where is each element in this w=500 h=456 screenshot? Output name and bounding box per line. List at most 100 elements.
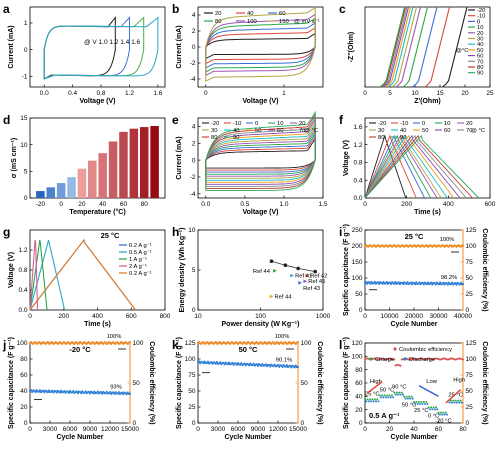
cap-point (88, 392, 92, 395)
charge-point (454, 399, 457, 402)
ce-point (399, 364, 402, 367)
nyquist-curve-60 (383, 6, 410, 88)
y-tick-label: 0.0 (18, 307, 27, 314)
arrow-label-low: Low (426, 379, 437, 385)
legend-label: 20 (466, 121, 472, 127)
cap-point (34, 390, 37, 394)
cv-curve-40 (205, 26, 316, 65)
bar-50 (108, 141, 118, 198)
x-tick-label: 40 (99, 201, 107, 208)
panel-j: 0 3000 6000 9000 12000 15000020406080100Cycle… (8, 334, 155, 441)
cap-point (215, 361, 218, 364)
legend-label: 10 (444, 121, 450, 127)
step-label-2: 90 °C (392, 385, 407, 391)
charge-point (413, 401, 415, 403)
y-tick-label: 4 (192, 124, 196, 131)
y2-axis-label: Coulombic efficiency (%) (481, 341, 488, 424)
cap-point (117, 391, 120, 394)
y2-tick-label: 50 (466, 388, 474, 395)
charge-point (395, 391, 398, 394)
cv-curve-20 (205, 32, 316, 60)
y2-tick-label: 75 (466, 259, 474, 266)
x-tick-label: 40 (410, 426, 418, 433)
y2-tick-label: 100 (466, 356, 477, 363)
discharge-point (394, 393, 397, 396)
cap-point (373, 280, 376, 284)
legend-label: 0.2 A g⁻¹ (129, 243, 152, 249)
panel-label-l: l (339, 338, 342, 352)
x-tick-label: 0 (363, 90, 367, 97)
discharge-point (392, 396, 395, 399)
y-axis-label: Current (mA) (176, 136, 183, 179)
legend-label: Charge (375, 357, 394, 363)
y-tick-label: -4 (190, 76, 196, 83)
cap-point (122, 393, 125, 396)
discharge-point (455, 401, 458, 404)
nyquist-curve-40 (388, 6, 414, 88)
y-axis-label: Specific capacitance (F g⁻¹) (343, 337, 350, 429)
cap-point (422, 283, 425, 286)
x-axis-label: Time (s) (84, 321, 111, 328)
cap-point (296, 365, 300, 369)
discharge-point (406, 397, 409, 400)
charge-point (398, 391, 401, 394)
ref-label: Ref 45 (308, 279, 325, 285)
y-axis-label: Voltage (V) (343, 140, 350, 176)
cap-point (210, 361, 213, 364)
discharge-point (387, 396, 390, 399)
cap-point (434, 283, 437, 286)
gcd-curve-3 (29, 239, 39, 311)
cap-point (231, 361, 234, 365)
x-tick-label: 0 (363, 201, 367, 208)
y2-tick-label: 125 (466, 340, 477, 347)
y-tick-label: 0 (192, 420, 196, 427)
y-tick-label: 5 (192, 267, 196, 274)
plot-frame (29, 117, 166, 199)
legend-label: 70 (299, 128, 305, 134)
legend-label: Coulombic efficiency (399, 347, 452, 353)
legend-label: 0 (255, 121, 258, 127)
x-tick-label: 15000 (289, 426, 307, 433)
cap-point (446, 283, 449, 286)
gcd-curve-90 (364, 134, 480, 199)
x-tick-label: 0 (363, 313, 367, 320)
y2-tick-label: 75 (466, 372, 474, 379)
discharge-point (409, 397, 412, 400)
y-tick-label: 50 (188, 388, 196, 395)
y2-tick-label: 25 (466, 291, 474, 298)
x-tick-label: 10 (194, 313, 202, 320)
y-axis-label: Specific capacitance (F g⁻¹) (343, 224, 350, 316)
y-tick-label: -2 (190, 60, 196, 67)
discharge-point (460, 401, 463, 404)
legend-label: -10 (477, 14, 485, 20)
y-tick-label: 20 (20, 404, 28, 411)
x-tick-label: 1.2 (125, 90, 134, 97)
legend-label: 80 (477, 65, 483, 71)
charge-point (364, 398, 366, 401)
panel-label-a: a (3, 2, 10, 16)
x-axis-label: Temperature (°C) (69, 208, 125, 216)
panel-d: -20 0 20 40 60 80 0 5 10 15 Temperature (°C) σ (mS … (11, 115, 166, 216)
legend-label: 150 (279, 19, 289, 25)
x-tick-label: 0.5 (240, 201, 249, 208)
cap-point (376, 281, 380, 284)
cap-point (202, 362, 205, 365)
discharge-point (453, 401, 456, 404)
cv-curve-90 (205, 110, 316, 191)
cap-point (442, 281, 445, 284)
cap-point (46, 391, 49, 394)
charge-point (388, 394, 391, 397)
y2-tick-label: 50 (301, 380, 309, 387)
legend-marker (403, 357, 407, 361)
x-axis-label: Voltage (V) (242, 98, 278, 105)
y-tick-label: 1 (24, 20, 28, 27)
cap-point (76, 392, 79, 395)
plot-frame (197, 117, 324, 199)
charge-point (420, 401, 423, 403)
charge-point (368, 398, 371, 401)
x-tick-label: 400 (92, 313, 103, 320)
charge-point (427, 406, 430, 409)
cap-point (60, 389, 63, 392)
cap-point (63, 389, 66, 393)
